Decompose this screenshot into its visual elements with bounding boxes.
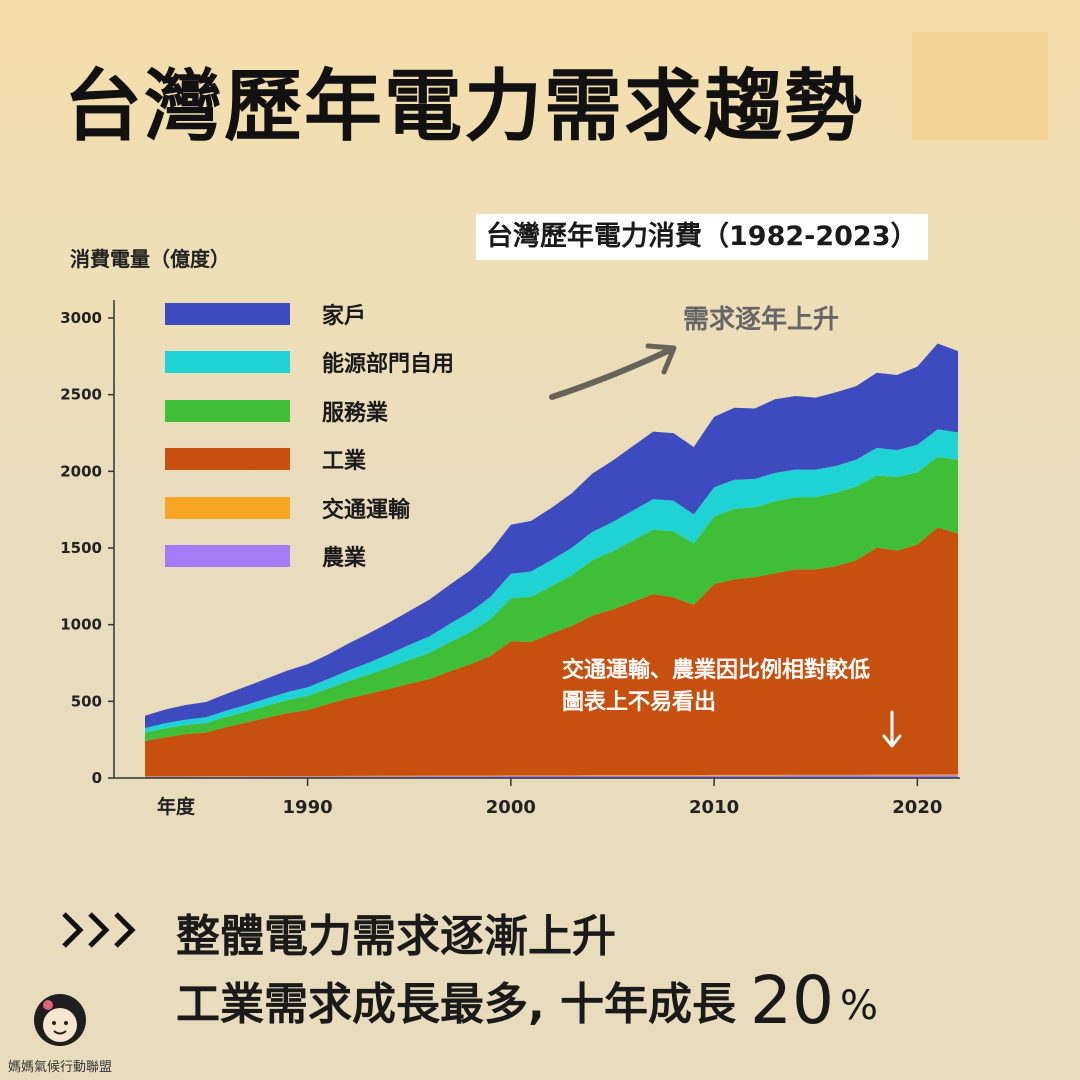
legend-swatch: [165, 351, 290, 373]
trend-arrow-icon: [549, 347, 673, 400]
summary-line-1: 整體電力需求逐漸上升: [176, 911, 616, 962]
legend-label: 農業: [322, 546, 367, 571]
y-tick-label: 1000: [60, 616, 102, 634]
mascot-logo-icon: [34, 994, 86, 1046]
summary-line-2: 工業需求成長最多, 十年成長 20%: [176, 962, 878, 1039]
area-series-5: [145, 343, 958, 729]
legend-swatch: [165, 545, 290, 567]
x-tick-label: 1990: [283, 797, 333, 818]
note-line-1: 交通運輸、農業因比例相對較低: [562, 658, 871, 683]
x-tick-label: 2010: [689, 797, 739, 818]
legend-item-agriculture: 農業: [165, 542, 485, 572]
legend-label: 交通運輸: [322, 498, 411, 523]
area-series-4: [145, 429, 958, 733]
y-tick-label: 0: [92, 769, 102, 787]
triple-chevron-icon: [62, 912, 136, 948]
low-share-note: 交通運輸、農業因比例相對較低 圖表上不易看出: [562, 655, 870, 719]
corner-color-block: [912, 32, 1048, 140]
trend-arrowhead-icon: [645, 343, 677, 375]
legend-swatch: [165, 448, 290, 470]
x-axis-label: 年度: [157, 795, 196, 818]
trend-annotation: 需求逐年上升: [683, 305, 840, 335]
legend-item-energy-sector: 能源部門自用: [165, 348, 485, 378]
x-tick-label: 2020: [892, 797, 942, 818]
organization-name: 媽媽氣候行動聯盟: [8, 1060, 113, 1075]
legend-item-industry: 工業: [165, 445, 485, 475]
note-line-2: 圖表上不易看出: [562, 690, 717, 715]
summary-line-2-text: 工業需求成長最多, 十年成長: [176, 979, 737, 1030]
legend-item-services: 服務業: [165, 397, 485, 427]
y-axis-label: 消費電量（億度）: [70, 247, 230, 271]
legend-swatch: [165, 497, 290, 519]
down-arrowhead-icon: [882, 734, 902, 748]
legend-item-household: 家戶: [165, 300, 485, 330]
area-series-2: [145, 527, 958, 777]
chart-title: 台灣歷年電力消費（1982-2023）: [476, 214, 928, 260]
legend-label: 能源部門自用: [322, 352, 455, 377]
legend-swatch: [165, 303, 290, 325]
growth-figure: 20: [750, 962, 835, 1039]
growth-unit: %: [840, 983, 879, 1029]
legend-swatch: [165, 400, 290, 422]
legend-label: 工業: [322, 449, 367, 474]
x-tick-label: 2000: [486, 797, 536, 818]
legend-label: 服務業: [322, 401, 389, 426]
y-tick-label: 3000: [60, 309, 102, 327]
y-tick-label: 2500: [60, 386, 102, 404]
y-tick-label: 500: [71, 692, 102, 710]
legend-item-transport: 交通運輸: [165, 494, 485, 524]
y-tick-label: 1500: [60, 539, 102, 557]
legend-label: 家戶: [322, 304, 367, 329]
area-series-3: [145, 456, 958, 742]
page-title: 台灣歷年電力需求趨勢: [64, 62, 865, 152]
y-tick-label: 2000: [60, 462, 102, 480]
